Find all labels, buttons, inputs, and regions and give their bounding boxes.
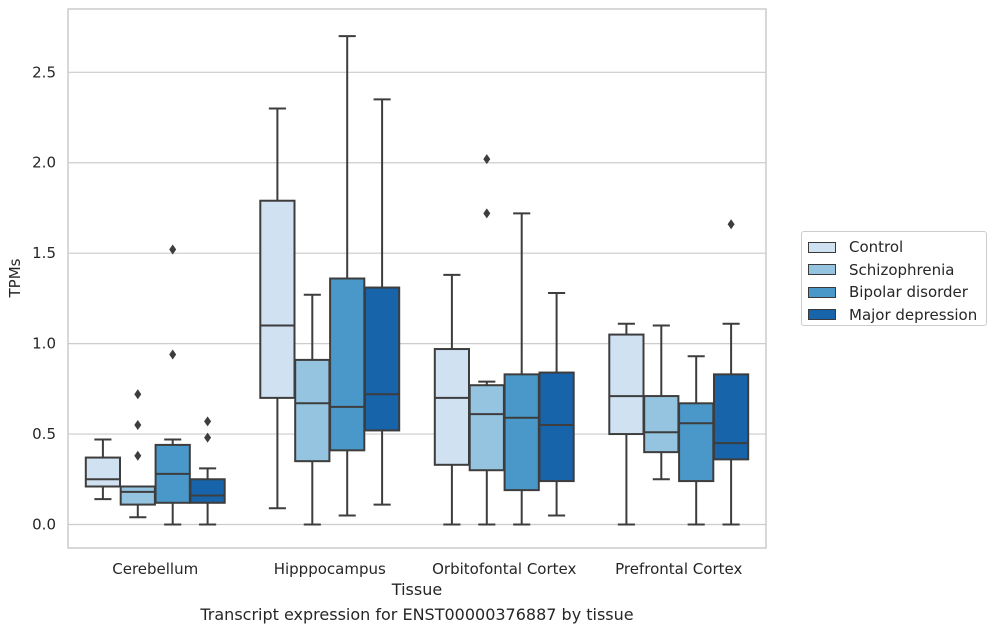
legend-label: Bipolar disorder — [849, 283, 968, 302]
outlier-point — [134, 420, 142, 431]
outlier-point — [134, 450, 142, 461]
box-control — [433, 273, 471, 526]
box-iqr — [468, 384, 505, 472]
y-axis-label: TPMs — [6, 258, 24, 298]
x-tick-label: Hipppocampus — [274, 560, 386, 578]
box-control — [608, 322, 645, 526]
y-tick-label: 0.0 — [32, 515, 56, 533]
legend-swatch — [808, 286, 836, 298]
box-plots — [84, 35, 750, 526]
box-major-depression — [363, 98, 401, 506]
x-tick-label: Prefrontal Cortex — [615, 560, 742, 578]
legend-item: Schizophrenia — [808, 259, 980, 282]
outlier-point — [204, 432, 212, 443]
box-iqr — [608, 333, 645, 436]
box-iqr — [84, 456, 122, 488]
axis-ticks: 0.0 0.5 1.0 1.5 2.0 2.5 Cerebellum Hipppocampus… — [32, 63, 742, 578]
box-bipolar-disorder — [503, 212, 540, 526]
box-iqr — [119, 485, 156, 506]
x-axis-label: Tissue — [391, 580, 442, 599]
outlier-point — [169, 349, 177, 360]
box-bipolar-disorder — [329, 35, 366, 517]
y-tick-label: 0.5 — [32, 425, 56, 443]
outlier-point — [483, 208, 491, 219]
box-schizophrenia — [468, 154, 505, 526]
outlier-point — [483, 154, 491, 165]
box-iqr — [363, 286, 401, 432]
box-schizophrenia — [294, 293, 331, 526]
grid-lines — [68, 71, 766, 526]
box-major-depression — [712, 219, 750, 526]
box-iqr — [433, 348, 471, 466]
y-tick-label: 2.0 — [32, 154, 56, 172]
legend-item: Bipolar disorder — [808, 281, 980, 304]
x-tick-label: Orbitofontal Cortex — [432, 560, 576, 578]
legend-swatch — [808, 241, 836, 253]
plot-frame — [67, 8, 767, 549]
box-iqr — [538, 371, 575, 483]
legend-item: Major depression — [808, 304, 980, 327]
outlier-point — [727, 219, 735, 230]
box-major-depression — [189, 416, 226, 526]
box-iqr — [678, 402, 715, 483]
outlier-point — [204, 416, 212, 427]
outlier-point — [169, 244, 177, 255]
legend-label: Schizophrenia — [849, 260, 955, 279]
legend-item: Control — [808, 236, 980, 259]
x-tick-label: Cerebellum — [112, 560, 198, 578]
y-tick-label: 2.5 — [32, 63, 56, 81]
box-schizophrenia — [643, 324, 680, 481]
legend-label: Control — [849, 238, 904, 257]
y-tick-label: 1.0 — [32, 335, 56, 353]
outlier-point — [134, 389, 142, 400]
box-iqr — [329, 277, 366, 452]
box-control — [84, 438, 122, 501]
box-major-depression — [538, 291, 575, 517]
legend-swatch — [808, 264, 836, 276]
box-iqr — [643, 395, 680, 454]
box-bipolar-disorder — [154, 244, 191, 526]
legend-swatch — [808, 309, 836, 321]
box-schizophrenia — [119, 389, 156, 519]
box-control — [259, 107, 296, 510]
box-iqr — [503, 373, 540, 492]
legend-label: Major depression — [849, 305, 978, 324]
box-iqr — [294, 358, 331, 463]
legend: Control Schizophrenia Bipolar disorder Majo… — [801, 231, 987, 326]
box-bipolar-disorder — [678, 355, 715, 526]
box-iqr — [259, 199, 296, 399]
chart-caption: Transcript expression for ENST0000037688… — [200, 605, 634, 624]
box-iqr — [712, 373, 750, 461]
box-iqr — [189, 478, 226, 504]
y-tick-label: 1.5 — [32, 244, 56, 262]
